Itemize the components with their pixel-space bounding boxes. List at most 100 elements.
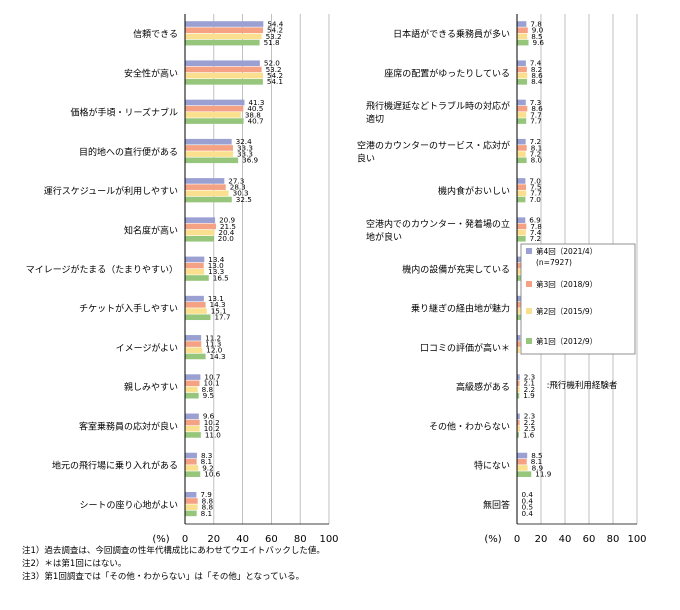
bar [517,138,526,145]
bar [185,425,200,432]
bar [185,196,232,203]
bar [185,275,209,281]
data-label: 1.6 [523,430,535,439]
bar [185,256,205,263]
legend-label: 第3回（2018/9） [536,279,597,289]
footnotes: 注1）過去調査は、今回調査の性年代構成比にあわせてウエイトバックした値。 注2）… [22,545,325,584]
bar [185,465,199,471]
data-label: 8.0 [531,156,543,165]
bar [517,458,527,465]
bar [185,39,260,46]
bar [517,21,527,27]
data-label: 11.0 [205,430,221,439]
bar [517,302,522,308]
bar [517,99,526,106]
bar [517,432,519,438]
category-label: 口コミの評価が高い＊ [420,342,510,354]
category-label: 運行スケジュールが利用しやすい [44,185,178,197]
legend: 第4回（2021/4） (n=7927) 第3回（2018/9） 第2回（2015/9… [520,243,636,391]
data-label: 7.3 [530,98,541,107]
data-label: 8.3 [201,451,212,460]
data-label: 54.1 [267,77,283,86]
bar [185,374,201,380]
bar [517,190,527,197]
bar [517,145,527,151]
category-label: チケットが入手しやすい [79,303,178,315]
bar [185,347,203,354]
data-label: 15.1 [211,306,227,315]
bar [185,380,200,387]
bar [185,419,200,426]
data-label: 20.0 [218,234,234,243]
x-tick-label: 20 [535,534,548,545]
x-tick-label: 60 [583,534,596,545]
data-label: 7.2 [530,137,541,146]
bar [517,112,527,118]
bar [517,217,526,223]
category-label-line: 空港内でのカウンター・発着場の立 [366,218,510,230]
data-label: 12.0 [206,346,222,355]
bar [517,27,528,34]
bar [185,308,207,314]
data-label: 20.4 [218,228,234,237]
category-label: 日本語ができる乗務員が多い [393,28,510,40]
data-label: 2.5 [524,424,535,433]
category-label: 価格が手頃・リーズナブル [70,107,178,119]
bar [517,392,520,399]
bar [185,99,245,106]
data-label: 2.1 [524,379,535,388]
data-label: 17.7 [214,313,230,322]
data-label: 0.4 [521,490,533,499]
legend-swatch [526,281,532,287]
data-label: 9.2 [202,463,213,472]
bar [517,223,527,230]
bar [517,425,520,432]
data-label: 0.5 [522,503,533,512]
bar [517,72,528,79]
data-label: 8.4 [531,77,543,86]
bar [185,392,199,399]
data-label: 8.5 [531,32,542,41]
bar [185,60,260,67]
bar [185,269,205,275]
bar [517,151,526,157]
bar [517,308,521,314]
category-label-line: 地が良い [366,231,402,243]
category-label: 飛行機遅延などトラブル時の対応が適切 [366,100,510,125]
data-label: 8.1 [531,143,542,152]
data-label: 32.4 [236,137,252,146]
legend-label: 第4回（2021/4） [536,246,597,256]
data-label: 11.9 [535,470,551,479]
bar [185,510,197,517]
bar [517,471,532,477]
data-label: 0.4 [521,509,533,518]
data-label: 7.7 [530,189,541,198]
bar [517,413,520,420]
data-label: 7.2 [530,234,541,243]
data-label: 11.3 [205,339,221,348]
data-label: 16.5 [213,273,229,282]
data-label: 40.5 [247,104,263,113]
data-label: 9.6 [533,38,545,47]
bar [517,184,526,190]
bar [517,374,520,380]
bar [185,151,233,157]
data-label: 51.8 [264,38,280,47]
bar [185,295,204,302]
data-label: 41.3 [248,98,264,107]
data-label: 52.0 [264,59,280,68]
bar [185,413,199,420]
data-label: 7.5 [530,183,541,192]
bar [185,432,201,438]
bar [185,452,197,459]
data-label: 9.6 [203,412,215,421]
data-label: 14.3 [210,352,226,361]
bar [517,269,525,275]
bar [185,217,216,223]
x-tick-label: 60 [265,534,278,545]
data-label: 36.9 [242,156,258,165]
data-label: 10.6 [204,470,220,479]
category-label: 座席の配置がゆったりしている [384,67,510,79]
base-annotation: :飛行機利用経験者 [547,380,618,391]
